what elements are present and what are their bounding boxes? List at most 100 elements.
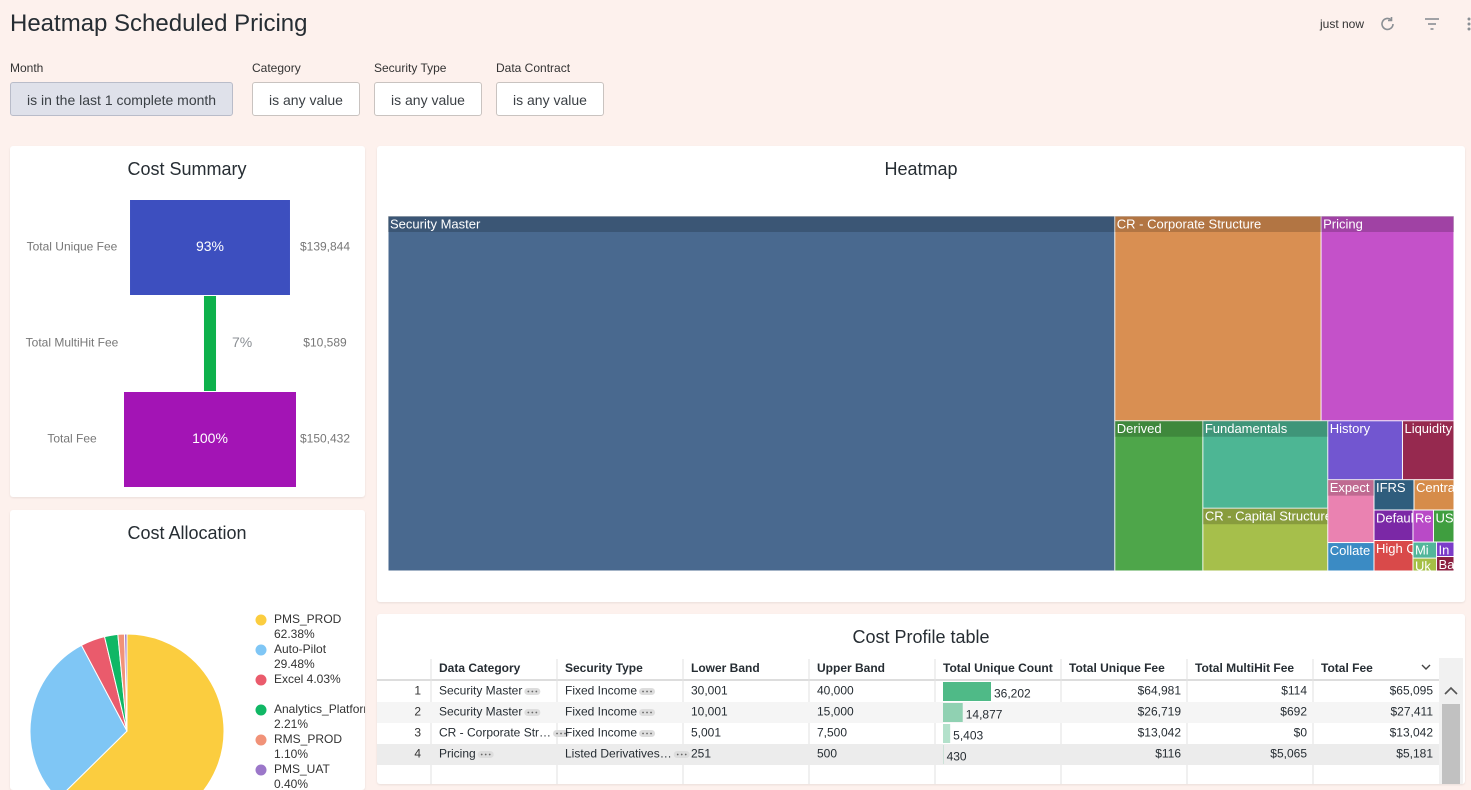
- panel-title: Cost Allocation: [127, 523, 246, 543]
- scrollbar-thumb[interactable]: [1442, 704, 1460, 784]
- row-number: 3: [414, 726, 421, 740]
- tile-label: Expect: [1330, 480, 1370, 495]
- treemap-tile: Fundamentals: [1202, 420, 1328, 509]
- legend-label: RMS_PROD: [274, 732, 342, 746]
- tile-header: [1114, 216, 1322, 232]
- value-label: 93%: [196, 238, 224, 254]
- filter-control[interactable]: is in the last 1 complete month: [10, 82, 234, 116]
- legend-swatch: [255, 644, 267, 656]
- column-header: Total Fee: [1321, 661, 1373, 675]
- count-bar: [943, 703, 963, 722]
- heatmap-panel: Heatmap Security Master CR - Corporate St…: [377, 146, 1465, 602]
- tile-label: Derived: [1117, 421, 1162, 436]
- legend-label: PMS_UAT: [274, 762, 330, 776]
- column-header: Upper Band: [817, 661, 885, 675]
- filter-label: Data Contract: [496, 61, 571, 75]
- table-cell: Fixed Income: [565, 684, 637, 698]
- last-updated: just now: [1320, 17, 1365, 31]
- row-number: 2: [414, 705, 421, 719]
- legend-label: Excel 4.03%: [274, 672, 341, 686]
- legend-value: 0.40%: [274, 777, 308, 790]
- more-dot: [480, 753, 483, 756]
- tile-label: Security Master: [390, 216, 481, 231]
- table-cell: 7,500: [817, 726, 847, 740]
- legend-value: 62.38%: [274, 627, 315, 641]
- treemap-tile: Ba: [1436, 556, 1456, 572]
- more-dot: [535, 690, 538, 693]
- row-stripe: [377, 744, 1439, 765]
- treemap-tile: Mi: [1412, 542, 1437, 559]
- tile-label: US: [1435, 510, 1453, 525]
- column-header: Total Unique Count: [943, 661, 1053, 675]
- treemap-tile: Expect: [1327, 479, 1374, 543]
- more-dot: [646, 732, 648, 735]
- more-dot: [535, 711, 538, 714]
- funnel-bar: [130, 200, 290, 295]
- tile-label: Uk: [1415, 559, 1431, 574]
- tile-rect: [1202, 420, 1328, 509]
- table-cell: Fixed Income: [565, 705, 637, 719]
- tile-header: [1321, 216, 1454, 232]
- legend-swatch: [255, 764, 267, 776]
- table-cell: 500: [817, 747, 837, 761]
- tile-label: Defaul: [1376, 510, 1414, 525]
- column-header: Total MultiHit Fee: [1195, 661, 1294, 675]
- treemap-tile: IFRS: [1373, 479, 1414, 510]
- row-number: 4: [414, 747, 421, 761]
- filter-control[interactable]: is any value: [252, 82, 360, 116]
- column-header: Security Type: [565, 661, 643, 675]
- more-dot: [564, 732, 566, 735]
- tile-label: CR - Corporate Structure: [1117, 216, 1262, 231]
- filter-icon[interactable]: [1425, 18, 1439, 30]
- cost-summary-panel: Cost Summary 93% Total Unique Fee $139,844…: [10, 146, 365, 497]
- tile-label: Collate: [1330, 543, 1370, 558]
- more-dot: [680, 753, 683, 756]
- table-cell: 40,000: [817, 684, 854, 698]
- tile-label: Ba: [1439, 557, 1456, 572]
- menu-icon[interactable]: [1467, 17, 1471, 31]
- more-dot: [642, 711, 644, 714]
- refresh-icon[interactable]: [1381, 17, 1394, 31]
- more-dot: [642, 732, 644, 735]
- tile-rect: [1412, 542, 1437, 559]
- table-cell: 15,000: [817, 705, 854, 719]
- dashboard-title: Heatmap Scheduled Pricing: [10, 10, 308, 37]
- more-dot: [646, 690, 648, 693]
- sort-icon[interactable]: [1421, 664, 1431, 670]
- table-cell: 14,877: [966, 708, 1003, 722]
- tile-rect: [1412, 509, 1434, 543]
- tile-rect: [1114, 420, 1203, 571]
- table-cell: $13,042: [1138, 726, 1182, 740]
- filter-control[interactable]: is any value: [496, 82, 604, 116]
- value-label: 100%: [192, 430, 228, 446]
- table-cell: $27,411: [1391, 705, 1434, 719]
- more-dot: [488, 753, 491, 756]
- row-stripe: [377, 702, 1439, 723]
- table-cell: CR - Corporate Str…: [439, 726, 551, 740]
- cost-allocation-chart: Cost Allocation PMS_PROD62.38%Auto-Pilot…: [29, 523, 365, 790]
- amount-label: $10,589: [303, 336, 347, 350]
- tile-header: [1114, 420, 1203, 437]
- panel-title: Cost Profile table: [852, 627, 989, 647]
- column-header: Total Unique Fee: [1069, 661, 1165, 675]
- panel-title: Heatmap: [884, 159, 957, 179]
- filter-label: Security Type: [374, 61, 447, 75]
- legend-swatch: [255, 674, 267, 686]
- tile-rect: [388, 216, 1115, 571]
- amount-label: $150,432: [300, 432, 350, 446]
- column-header: Data Category: [439, 661, 521, 675]
- heatmap-chart: Heatmap Security Master CR - Corporate St…: [388, 159, 1456, 574]
- row-label: Total MultiHit Fee: [26, 336, 119, 350]
- table-cell: $5,181: [1396, 747, 1433, 761]
- table-cell: $13,042: [1390, 726, 1434, 740]
- more-dot: [650, 711, 652, 714]
- filter-control[interactable]: is any value: [374, 82, 482, 116]
- scroll-up[interactable]: [1444, 686, 1458, 695]
- tile-label: Fundamentals: [1205, 421, 1288, 436]
- more-dot: [684, 753, 687, 756]
- pie-slice: [124, 633, 128, 732]
- amount-label: $139,844: [300, 240, 350, 254]
- value-label: 7%: [232, 334, 252, 350]
- treemap-tile: Derived: [1114, 420, 1203, 571]
